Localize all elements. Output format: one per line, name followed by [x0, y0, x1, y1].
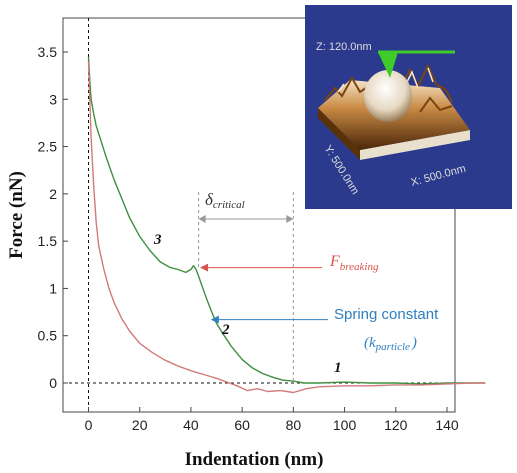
delta-arrowhead-left: [198, 215, 206, 223]
spring-paren-open: (: [364, 335, 370, 351]
y-tick-label: 3.5: [38, 44, 58, 60]
delta-critical-label: δcritical: [205, 190, 245, 211]
breaking-arrowhead: [200, 263, 209, 272]
x-tick-label: 20: [132, 417, 148, 433]
y-tick-label: 0.5: [38, 328, 58, 344]
region-marker-2: 2: [221, 322, 230, 338]
breaking-subscript: breaking: [340, 261, 379, 273]
x-axis-ticks: 0 20 40 60 80 100 120 140: [85, 407, 459, 433]
y-tick-label: 2: [49, 186, 57, 202]
unloading-curve-red: [87, 61, 486, 394]
inset-z-label: Z: 120.0nm: [316, 41, 372, 53]
spring-paren-close: ): [411, 335, 417, 351]
region-marker-1: 1: [334, 360, 342, 376]
afm-inset-image: Z: 120.0nm Y: 500.0nm X: 500.0nm: [305, 5, 512, 209]
loading-curve-green: [87, 56, 486, 385]
breaking-force-label: Fbreaking: [329, 253, 379, 273]
spring-arrowhead: [210, 315, 219, 324]
delta-critical-annotation: δcritical: [198, 190, 294, 383]
spring-constant-label: Spring constant: [334, 306, 439, 323]
y-axis-ticks: 0 0.5 1 1.5 2 2.5 3 3.5: [38, 44, 68, 391]
region-marker-3: 3: [153, 232, 162, 248]
x-axis-label: Indentation (nm): [185, 449, 324, 470]
y-tick-label: 0: [49, 375, 57, 391]
delta-arrowhead-right: [286, 215, 294, 223]
spring-constant-symbol: (kparticle): [364, 335, 417, 353]
breaking-symbol: F: [329, 253, 340, 270]
plot-frame: [62, 17, 456, 413]
x-tick-label: 0: [85, 417, 93, 433]
breaking-force-annotation: Fbreaking: [200, 253, 379, 273]
x-tick-label: 40: [183, 417, 199, 433]
afm-tip: [378, 52, 398, 78]
x-tick-label: 140: [435, 417, 459, 433]
spring-constant-annotation: Spring constant (kparticle): [210, 306, 439, 353]
x-tick-label: 80: [286, 417, 302, 433]
y-tick-label: 1.5: [38, 233, 58, 249]
terrain-side-left: [318, 108, 360, 160]
spring-k: k: [369, 335, 376, 351]
delta-subscript: critical: [213, 199, 245, 211]
spring-subscript: particle: [375, 341, 410, 353]
y-tick-label: 3: [49, 91, 57, 107]
y-axis-label: Force (nN): [6, 171, 27, 259]
x-tick-label: 100: [333, 417, 357, 433]
series-layer: [87, 56, 486, 394]
delta-symbol: δ: [205, 190, 214, 209]
terrain-side-right: [360, 130, 470, 160]
particle-dome: [364, 70, 412, 122]
x-tick-label: 60: [234, 417, 250, 433]
y-tick-label: 2.5: [38, 139, 58, 155]
x-tick-label: 120: [384, 417, 408, 433]
y-tick-label: 1: [49, 280, 57, 296]
